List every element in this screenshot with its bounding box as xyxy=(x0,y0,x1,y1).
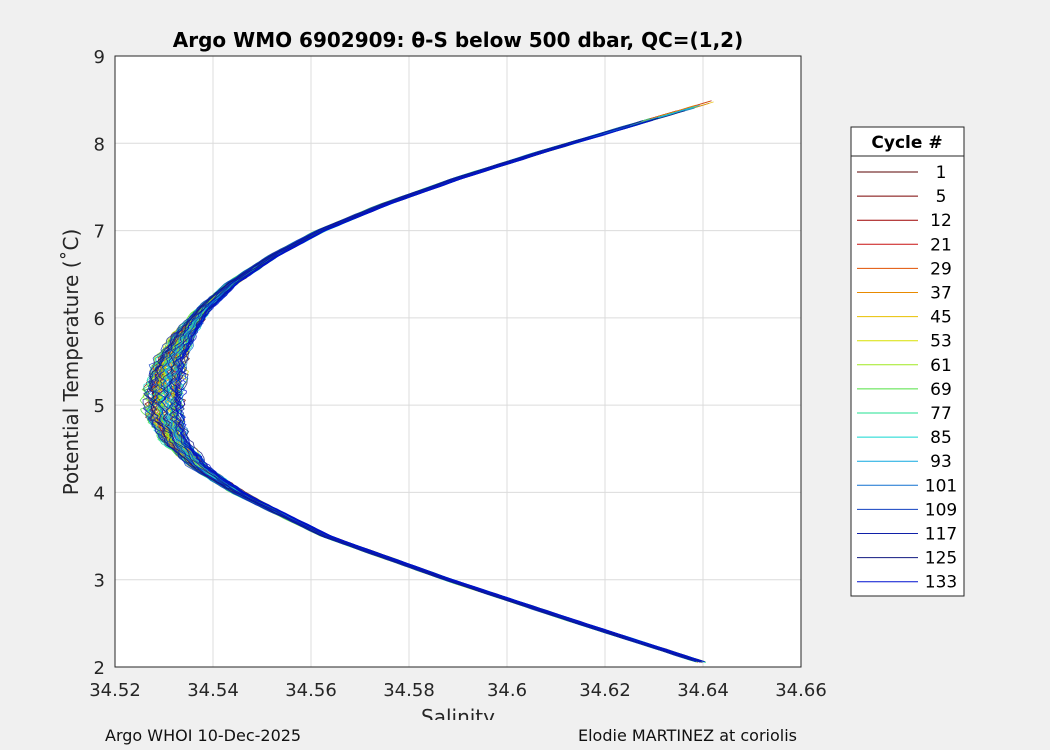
x-tick-label: 34.58 xyxy=(383,680,435,701)
legend-label: 1 xyxy=(936,163,947,183)
legend-label: 109 xyxy=(925,500,957,520)
legend: Cycle # 1 5 12 21 29 37 45 53 61 69 77 85 93 101 109 11… xyxy=(850,126,965,597)
y-tick-label: 8 xyxy=(94,134,105,155)
footer-left: Argo WHOI 10-Dec-2025 xyxy=(105,726,302,745)
x-tick-labels: 34.52 34.54 34.56 34.58 34.6 34.62 34.64 34.66 xyxy=(89,680,827,701)
chart: 34.52 34.54 34.56 34.58 34.6 34.62 34.64 34.66 … xyxy=(59,28,965,720)
legend-items: 1 5 12 21 29 37 45 53 61 69 77 85 93 101 109 117 125 133 xyxy=(857,163,957,593)
y-tick-label: 7 xyxy=(94,222,105,243)
x-axis-label: Salinity xyxy=(421,705,495,720)
y-axis-label: Potential Temperature (˚C) xyxy=(59,229,83,496)
y-tick-label: 5 xyxy=(94,396,105,417)
grid xyxy=(115,56,801,667)
legend-label: 133 xyxy=(925,573,957,593)
x-tick-label: 34.54 xyxy=(187,680,239,701)
y-tick-label: 6 xyxy=(94,309,105,330)
x-tick-label: 34.66 xyxy=(775,680,827,701)
x-tick-label: 34.56 xyxy=(285,680,337,701)
legend-label: 77 xyxy=(930,404,952,424)
legend-label: 53 xyxy=(930,332,952,352)
x-tick-label: 34.6 xyxy=(487,680,527,701)
footer-right: Elodie MARTINEZ at coriolis xyxy=(578,726,797,745)
legend-label: 101 xyxy=(925,476,957,496)
legend-label: 45 xyxy=(930,308,952,328)
x-tick-label: 34.62 xyxy=(579,680,631,701)
profiles xyxy=(139,100,714,663)
legend-label: 12 xyxy=(930,211,952,231)
legend-label: 61 xyxy=(930,356,952,376)
legend-label: 125 xyxy=(925,549,957,569)
legend-label: 69 xyxy=(930,380,952,400)
profile-line xyxy=(173,166,705,663)
y-tick-label: 4 xyxy=(94,483,105,504)
legend-label: 117 xyxy=(925,525,957,545)
y-tick-label: 9 xyxy=(94,47,105,68)
y-tick-labels: 2 3 4 5 6 7 8 9 xyxy=(94,47,105,679)
profile-line xyxy=(157,125,701,663)
plot-area xyxy=(115,56,801,667)
plot-frame xyxy=(114,55,802,668)
legend-title: Cycle # xyxy=(871,133,942,153)
legend-label: 37 xyxy=(930,284,952,304)
x-tick-label: 34.52 xyxy=(89,680,141,701)
chart-title: Argo WMO 6902909: θ-S below 500 dbar, QC… xyxy=(173,28,743,52)
legend-label: 5 xyxy=(936,187,947,207)
y-tick-label: 2 xyxy=(94,658,105,679)
legend-label: 93 xyxy=(930,452,952,472)
y-tick-label: 3 xyxy=(94,571,105,592)
legend-label: 21 xyxy=(930,235,952,255)
legend-label: 85 xyxy=(930,428,952,448)
legend-box xyxy=(850,126,965,597)
legend-label: 29 xyxy=(930,259,952,279)
x-tick-label: 34.64 xyxy=(677,680,729,701)
